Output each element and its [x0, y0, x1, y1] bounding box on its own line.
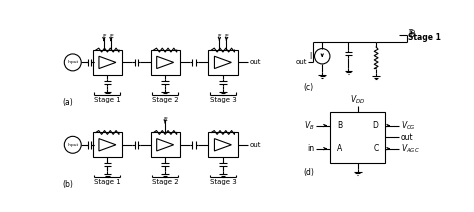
Text: Stage 1: Stage 1: [94, 179, 121, 186]
Bar: [93, 132, 122, 157]
Text: F: F: [102, 34, 106, 39]
Text: (d): (d): [304, 168, 315, 177]
Text: C: C: [373, 144, 378, 153]
Text: $V_{CG}$: $V_{CG}$: [401, 119, 416, 132]
Text: Stage 1: Stage 1: [94, 97, 121, 103]
Text: $V_{AGC}$: $V_{AGC}$: [401, 142, 419, 155]
Text: Input: Input: [67, 143, 78, 147]
Text: To: To: [409, 29, 416, 35]
Text: $V_B$: $V_B$: [304, 119, 315, 132]
Text: Stage 1: Stage 1: [409, 33, 441, 42]
Text: $V_{DD}$: $V_{DD}$: [350, 93, 365, 106]
Bar: [208, 132, 237, 157]
Text: out: out: [250, 142, 261, 148]
Text: out: out: [250, 59, 261, 65]
Text: Stage 2: Stage 2: [152, 97, 179, 103]
Text: D: D: [373, 121, 378, 130]
Bar: [151, 132, 180, 157]
Text: (b): (b): [62, 180, 73, 189]
Bar: [330, 112, 385, 163]
Text: E: E: [225, 34, 228, 39]
Text: I: I: [309, 52, 311, 61]
Text: (c): (c): [304, 83, 314, 92]
Text: F: F: [218, 34, 221, 39]
Text: out: out: [296, 59, 308, 65]
Bar: [208, 50, 237, 75]
Bar: [151, 50, 180, 75]
Text: out: out: [401, 132, 413, 142]
Text: Input: Input: [67, 60, 78, 64]
Text: in: in: [308, 144, 315, 153]
Text: Stage 2: Stage 2: [152, 179, 179, 186]
Text: (a): (a): [62, 98, 73, 107]
Bar: [93, 50, 122, 75]
Text: Io: Io: [409, 30, 415, 39]
Text: Stage 3: Stage 3: [210, 97, 236, 103]
Text: E: E: [109, 34, 113, 39]
Text: B: B: [337, 121, 342, 130]
Text: Stage 3: Stage 3: [210, 179, 236, 186]
Text: A: A: [337, 144, 342, 153]
Text: E: E: [163, 117, 167, 122]
